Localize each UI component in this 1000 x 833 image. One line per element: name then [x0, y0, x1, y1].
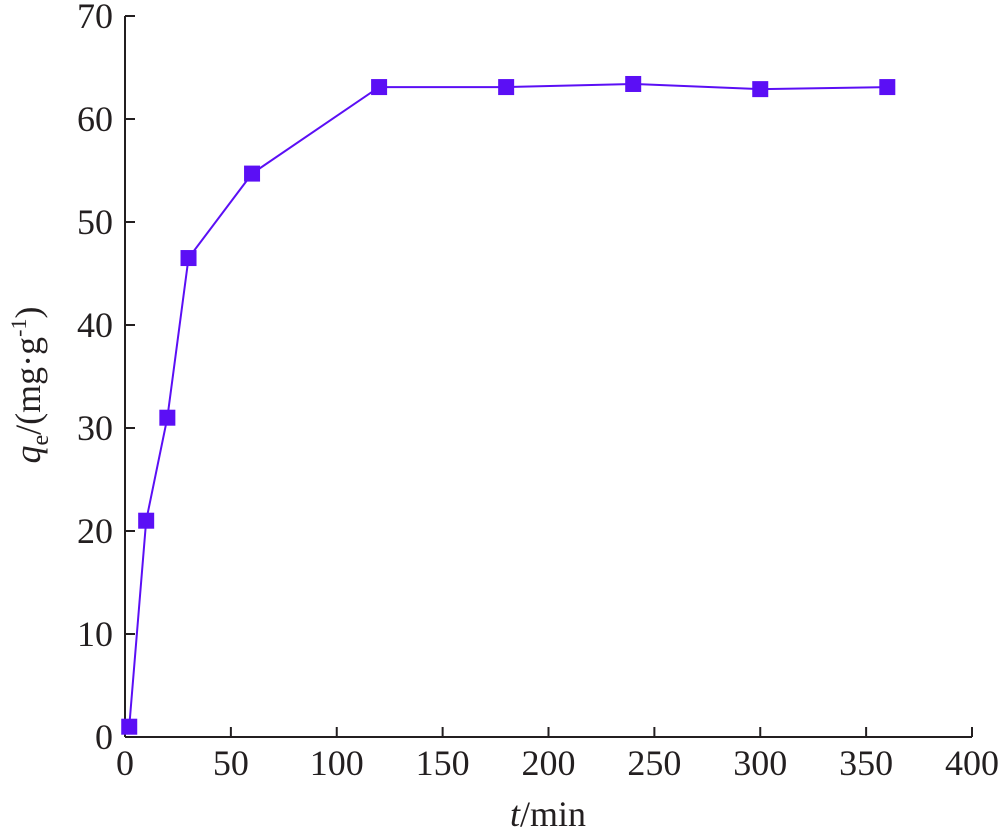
x-tick-label: 150: [416, 743, 470, 783]
x-tick-label: 0: [116, 743, 134, 783]
y-tick-label: 50: [77, 202, 113, 242]
y-tick-label: 60: [77, 99, 113, 139]
marker: [159, 409, 176, 426]
y-tick-label: 10: [77, 614, 113, 654]
y-label-unit: /(mg·g: [8, 337, 48, 435]
x-tick-label: 350: [839, 743, 893, 783]
marker: [244, 165, 261, 182]
x-tick-label: 50: [213, 743, 249, 783]
x-tick-label: 400: [945, 743, 999, 783]
y-tick-label: 20: [77, 511, 113, 551]
marker: [121, 718, 138, 735]
x-tick-label: 100: [310, 743, 364, 783]
y-tick-label: 30: [77, 408, 113, 448]
x-axis-label: t/min: [510, 794, 586, 833]
x-label-symbol: t: [510, 794, 521, 833]
y-tick-label: 40: [77, 305, 113, 345]
y-label-subscript: e: [28, 435, 54, 446]
y-axis-label: qe/(mg·g-1): [6, 307, 54, 464]
x-tick-label: 250: [627, 743, 681, 783]
marker: [752, 81, 769, 98]
marker: [180, 250, 197, 267]
y-label-close: ): [8, 307, 48, 319]
y-tick-label: 70: [77, 0, 113, 36]
x-label-unit: /min: [520, 794, 586, 833]
y-label-superscript: -1: [6, 319, 31, 337]
y-label-symbol: q: [8, 445, 48, 463]
series-line: [128, 82, 888, 727]
marker: [625, 75, 642, 92]
marker: [138, 512, 155, 529]
marker: [879, 79, 896, 96]
marker: [371, 79, 388, 96]
x-tick-label: 200: [522, 743, 576, 783]
y-tick-label: 0: [95, 717, 113, 757]
x-tick-label: 300: [733, 743, 787, 783]
marker: [498, 79, 515, 96]
